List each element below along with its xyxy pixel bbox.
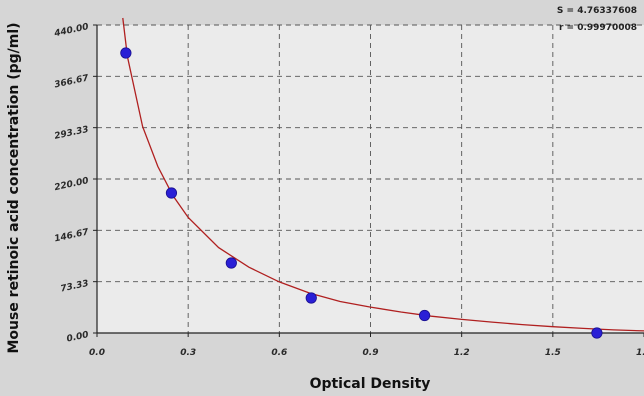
data-point	[165, 187, 178, 199]
x-tick-label: 0.0	[89, 348, 105, 358]
x-tick-label: 0.3	[180, 348, 196, 358]
data-point	[225, 257, 237, 269]
y-axis-label: Mouse retinoic acid concentration (pg/ml…	[6, 22, 22, 353]
y-tick-label: 0.00	[66, 330, 90, 344]
grid-lines	[97, 24, 644, 333]
data-point	[418, 309, 431, 322]
x-tick-label: 1.8	[636, 348, 644, 358]
x-tick-label: 1.5	[545, 348, 561, 358]
x-tick-label: 1.2	[454, 348, 470, 358]
x-tick-label: 0.9	[363, 348, 379, 358]
x-tick-labels: 0.0 0.3 0.6 0.9 1.2 1.5 1.8	[89, 333, 644, 358]
data-point	[305, 292, 317, 304]
fit-curve	[122, 17, 644, 332]
x-axis-label: Optical Density	[310, 376, 431, 392]
x-tick-label: 0.6	[271, 348, 287, 358]
data-points	[120, 47, 603, 339]
data-point	[591, 327, 603, 339]
stat-r: r = 0.99970008	[559, 23, 637, 33]
stat-s: S = 4.76337608	[557, 6, 637, 16]
data-point	[120, 47, 132, 59]
